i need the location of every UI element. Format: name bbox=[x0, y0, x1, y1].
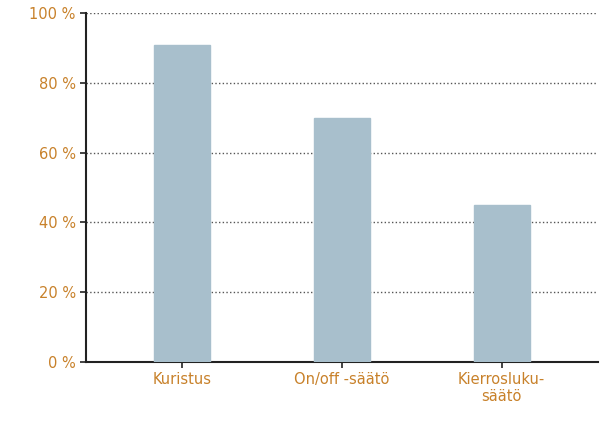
Bar bbox=[474, 205, 530, 362]
Bar bbox=[314, 118, 370, 362]
Bar bbox=[154, 45, 210, 362]
